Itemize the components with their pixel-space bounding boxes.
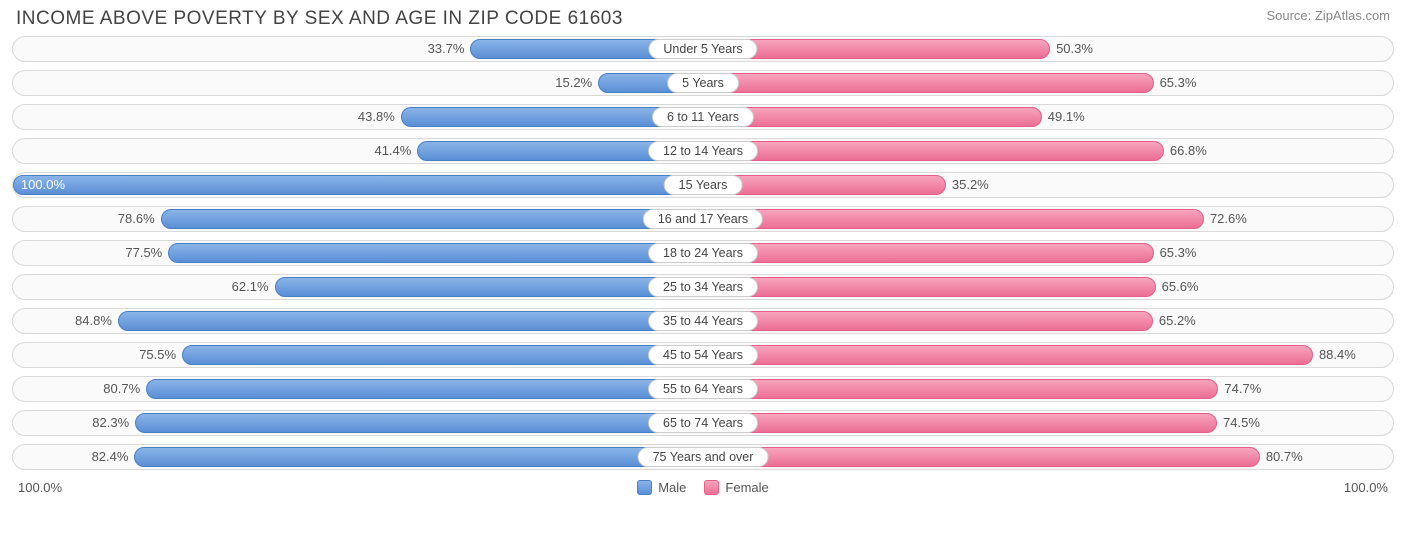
female-bar (703, 447, 1260, 467)
female-value: 65.2% (1159, 309, 1196, 333)
female-value: 65.3% (1160, 241, 1197, 265)
age-label: 16 and 17 Years (643, 209, 763, 229)
bar-row: 82.3% 74.5% 65 to 74 Years (12, 410, 1394, 436)
male-value: 77.5% (125, 241, 162, 265)
female-value: 49.1% (1048, 105, 1085, 129)
male-value: 82.3% (92, 411, 129, 435)
female-swatch-icon (704, 480, 719, 495)
diverging-bar-chart: 33.7% 50.3% Under 5 Years 15.2% 65.3% 5 Years… (12, 36, 1394, 470)
male-value: 82.4% (92, 445, 129, 469)
female-value: 35.2% (952, 173, 989, 197)
female-value: 65.3% (1160, 71, 1197, 95)
bar-row: 33.7% 50.3% Under 5 Years (12, 36, 1394, 62)
female-value: 50.3% (1056, 37, 1093, 61)
male-bar (13, 175, 703, 195)
legend-female: Female (704, 480, 768, 495)
age-label: 45 to 54 Years (648, 345, 758, 365)
male-value: 33.7% (428, 37, 465, 61)
bar-row: 41.4% 66.8% 12 to 14 Years (12, 138, 1394, 164)
male-bar (182, 345, 703, 365)
male-value: 62.1% (232, 275, 269, 299)
bar-row: 78.6% 72.6% 16 and 17 Years (12, 206, 1394, 232)
age-label: 25 to 34 Years (648, 277, 758, 297)
bar-row: 82.4% 80.7% 75 Years and over (12, 444, 1394, 470)
male-bar (161, 209, 703, 229)
age-label: 5 Years (667, 73, 739, 93)
male-bar (135, 413, 703, 433)
axis-right-max: 100.0% (1344, 480, 1388, 495)
male-swatch-icon (637, 480, 652, 495)
male-bar (146, 379, 703, 399)
legend-male: Male (637, 480, 686, 495)
bar-row: 43.8% 49.1% 6 to 11 Years (12, 104, 1394, 130)
female-bar (703, 379, 1218, 399)
age-label: 55 to 64 Years (648, 379, 758, 399)
axis-left-max: 100.0% (18, 480, 62, 495)
age-label: 6 to 11 Years (652, 107, 754, 127)
age-label: 15 Years (664, 175, 743, 195)
female-value: 72.6% (1210, 207, 1247, 231)
bar-row: 75.5% 88.4% 45 to 54 Years (12, 342, 1394, 368)
female-value: 74.7% (1224, 377, 1261, 401)
chart-header: INCOME ABOVE POVERTY BY SEX AND AGE IN Z… (12, 8, 1394, 36)
male-value: 41.4% (374, 139, 411, 163)
age-label: 75 Years and over (638, 447, 769, 467)
female-value: 65.6% (1162, 275, 1199, 299)
female-value: 80.7% (1266, 445, 1303, 469)
bar-row: 84.8% 65.2% 35 to 44 Years (12, 308, 1394, 334)
age-label: 12 to 14 Years (648, 141, 758, 161)
chart-footer: 100.0% Male Female 100.0% (12, 478, 1394, 495)
male-value: 84.8% (75, 309, 112, 333)
female-value: 74.5% (1223, 411, 1260, 435)
age-label: 65 to 74 Years (648, 413, 758, 433)
chart-source: Source: ZipAtlas.com (1266, 8, 1390, 23)
female-bar (703, 345, 1313, 365)
bar-row: 62.1% 65.6% 25 to 34 Years (12, 274, 1394, 300)
male-bar (168, 243, 703, 263)
age-label: Under 5 Years (648, 39, 757, 59)
bar-row: 100.0% 35.2% 15 Years (12, 172, 1394, 198)
female-bar (703, 243, 1154, 263)
female-bar (703, 413, 1217, 433)
female-bar (703, 311, 1153, 331)
male-bar (275, 277, 703, 297)
male-bar (134, 447, 703, 467)
male-value: 80.7% (103, 377, 140, 401)
male-value: 43.8% (358, 105, 395, 129)
female-value: 88.4% (1319, 343, 1356, 367)
bar-row: 77.5% 65.3% 18 to 24 Years (12, 240, 1394, 266)
age-label: 35 to 44 Years (648, 311, 758, 331)
female-bar (703, 277, 1156, 297)
male-value: 78.6% (118, 207, 155, 231)
age-label: 18 to 24 Years (648, 243, 758, 263)
bar-row: 15.2% 65.3% 5 Years (12, 70, 1394, 96)
female-bar (703, 73, 1154, 93)
female-value: 66.8% (1170, 139, 1207, 163)
chart-title: INCOME ABOVE POVERTY BY SEX AND AGE IN Z… (16, 8, 623, 30)
female-bar (703, 209, 1204, 229)
bar-row: 80.7% 74.7% 55 to 64 Years (12, 376, 1394, 402)
legend: Male Female (637, 480, 769, 495)
male-value: 15.2% (555, 71, 592, 95)
male-value: 75.5% (139, 343, 176, 367)
male-bar (118, 311, 703, 331)
female-bar (703, 141, 1164, 161)
male-value: 100.0% (21, 173, 65, 197)
